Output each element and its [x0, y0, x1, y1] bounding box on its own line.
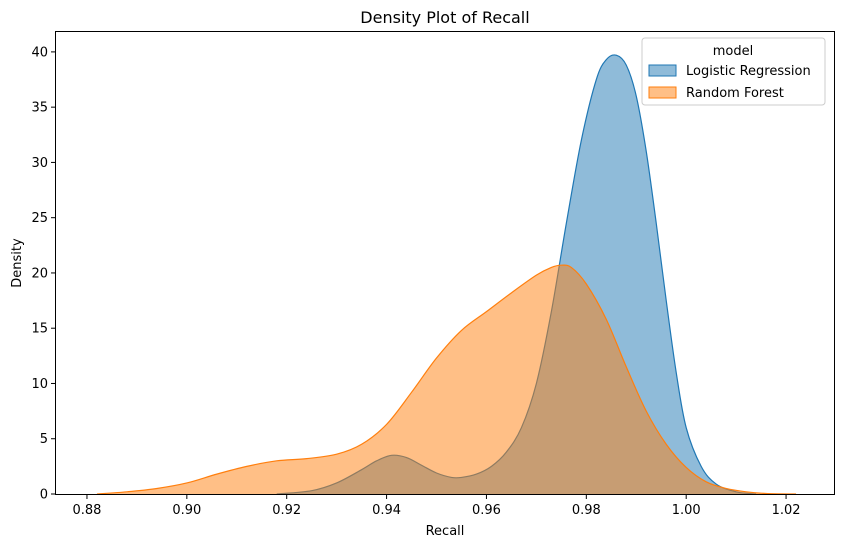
x-tick-label: 0.90 [172, 503, 201, 518]
y-tick-label: 0 [40, 488, 48, 503]
chart-title: Density Plot of Recall [360, 8, 529, 27]
density-areas [96, 54, 797, 495]
x-tick-label: 1.00 [672, 503, 701, 518]
density-area-random-forest [96, 265, 797, 494]
y-tick-label: 15 [31, 322, 48, 337]
x-axis-label: Recall [426, 524, 465, 539]
legend-label-logistic-regression: Logistic Regression [686, 64, 811, 79]
y-tick-label: 20 [31, 266, 48, 281]
y-tick-label: 25 [31, 211, 48, 226]
x-tick-label: 1.02 [772, 503, 801, 518]
y-tick-label: 40 [31, 45, 48, 60]
density-area-logistic-regression [276, 54, 757, 494]
y-tick-label: 10 [31, 377, 48, 392]
plot-frame [55, 31, 835, 495]
y-tick-label: 35 [31, 101, 48, 116]
x-axis-ticks: 0.88 0.90 0.92 0.94 0.96 0.98 1.00 1.02 [72, 494, 801, 518]
x-tick-label: 0.92 [272, 503, 301, 518]
legend-title: model [713, 44, 753, 59]
x-tick-label: 0.98 [572, 503, 601, 518]
x-tick-label: 0.94 [372, 503, 401, 518]
legend-swatch-random-forest [648, 86, 677, 99]
x-tick-label: 0.96 [472, 503, 501, 518]
legend-box [641, 37, 826, 106]
density-line-random-forest [96, 264, 797, 495]
y-axis-ticks: 0 5 10 15 20 25 30 35 40 [31, 45, 56, 503]
legend: model Logistic Regression Random Forest [641, 37, 826, 106]
y-axis-label: Density [10, 238, 25, 288]
legend-swatch-logistic-regression [648, 64, 677, 77]
x-tick-label: 0.88 [72, 503, 101, 518]
y-tick-label: 30 [31, 156, 48, 171]
legend-label-random-forest: Random Forest [686, 86, 784, 101]
y-tick-label: 5 [40, 432, 48, 447]
